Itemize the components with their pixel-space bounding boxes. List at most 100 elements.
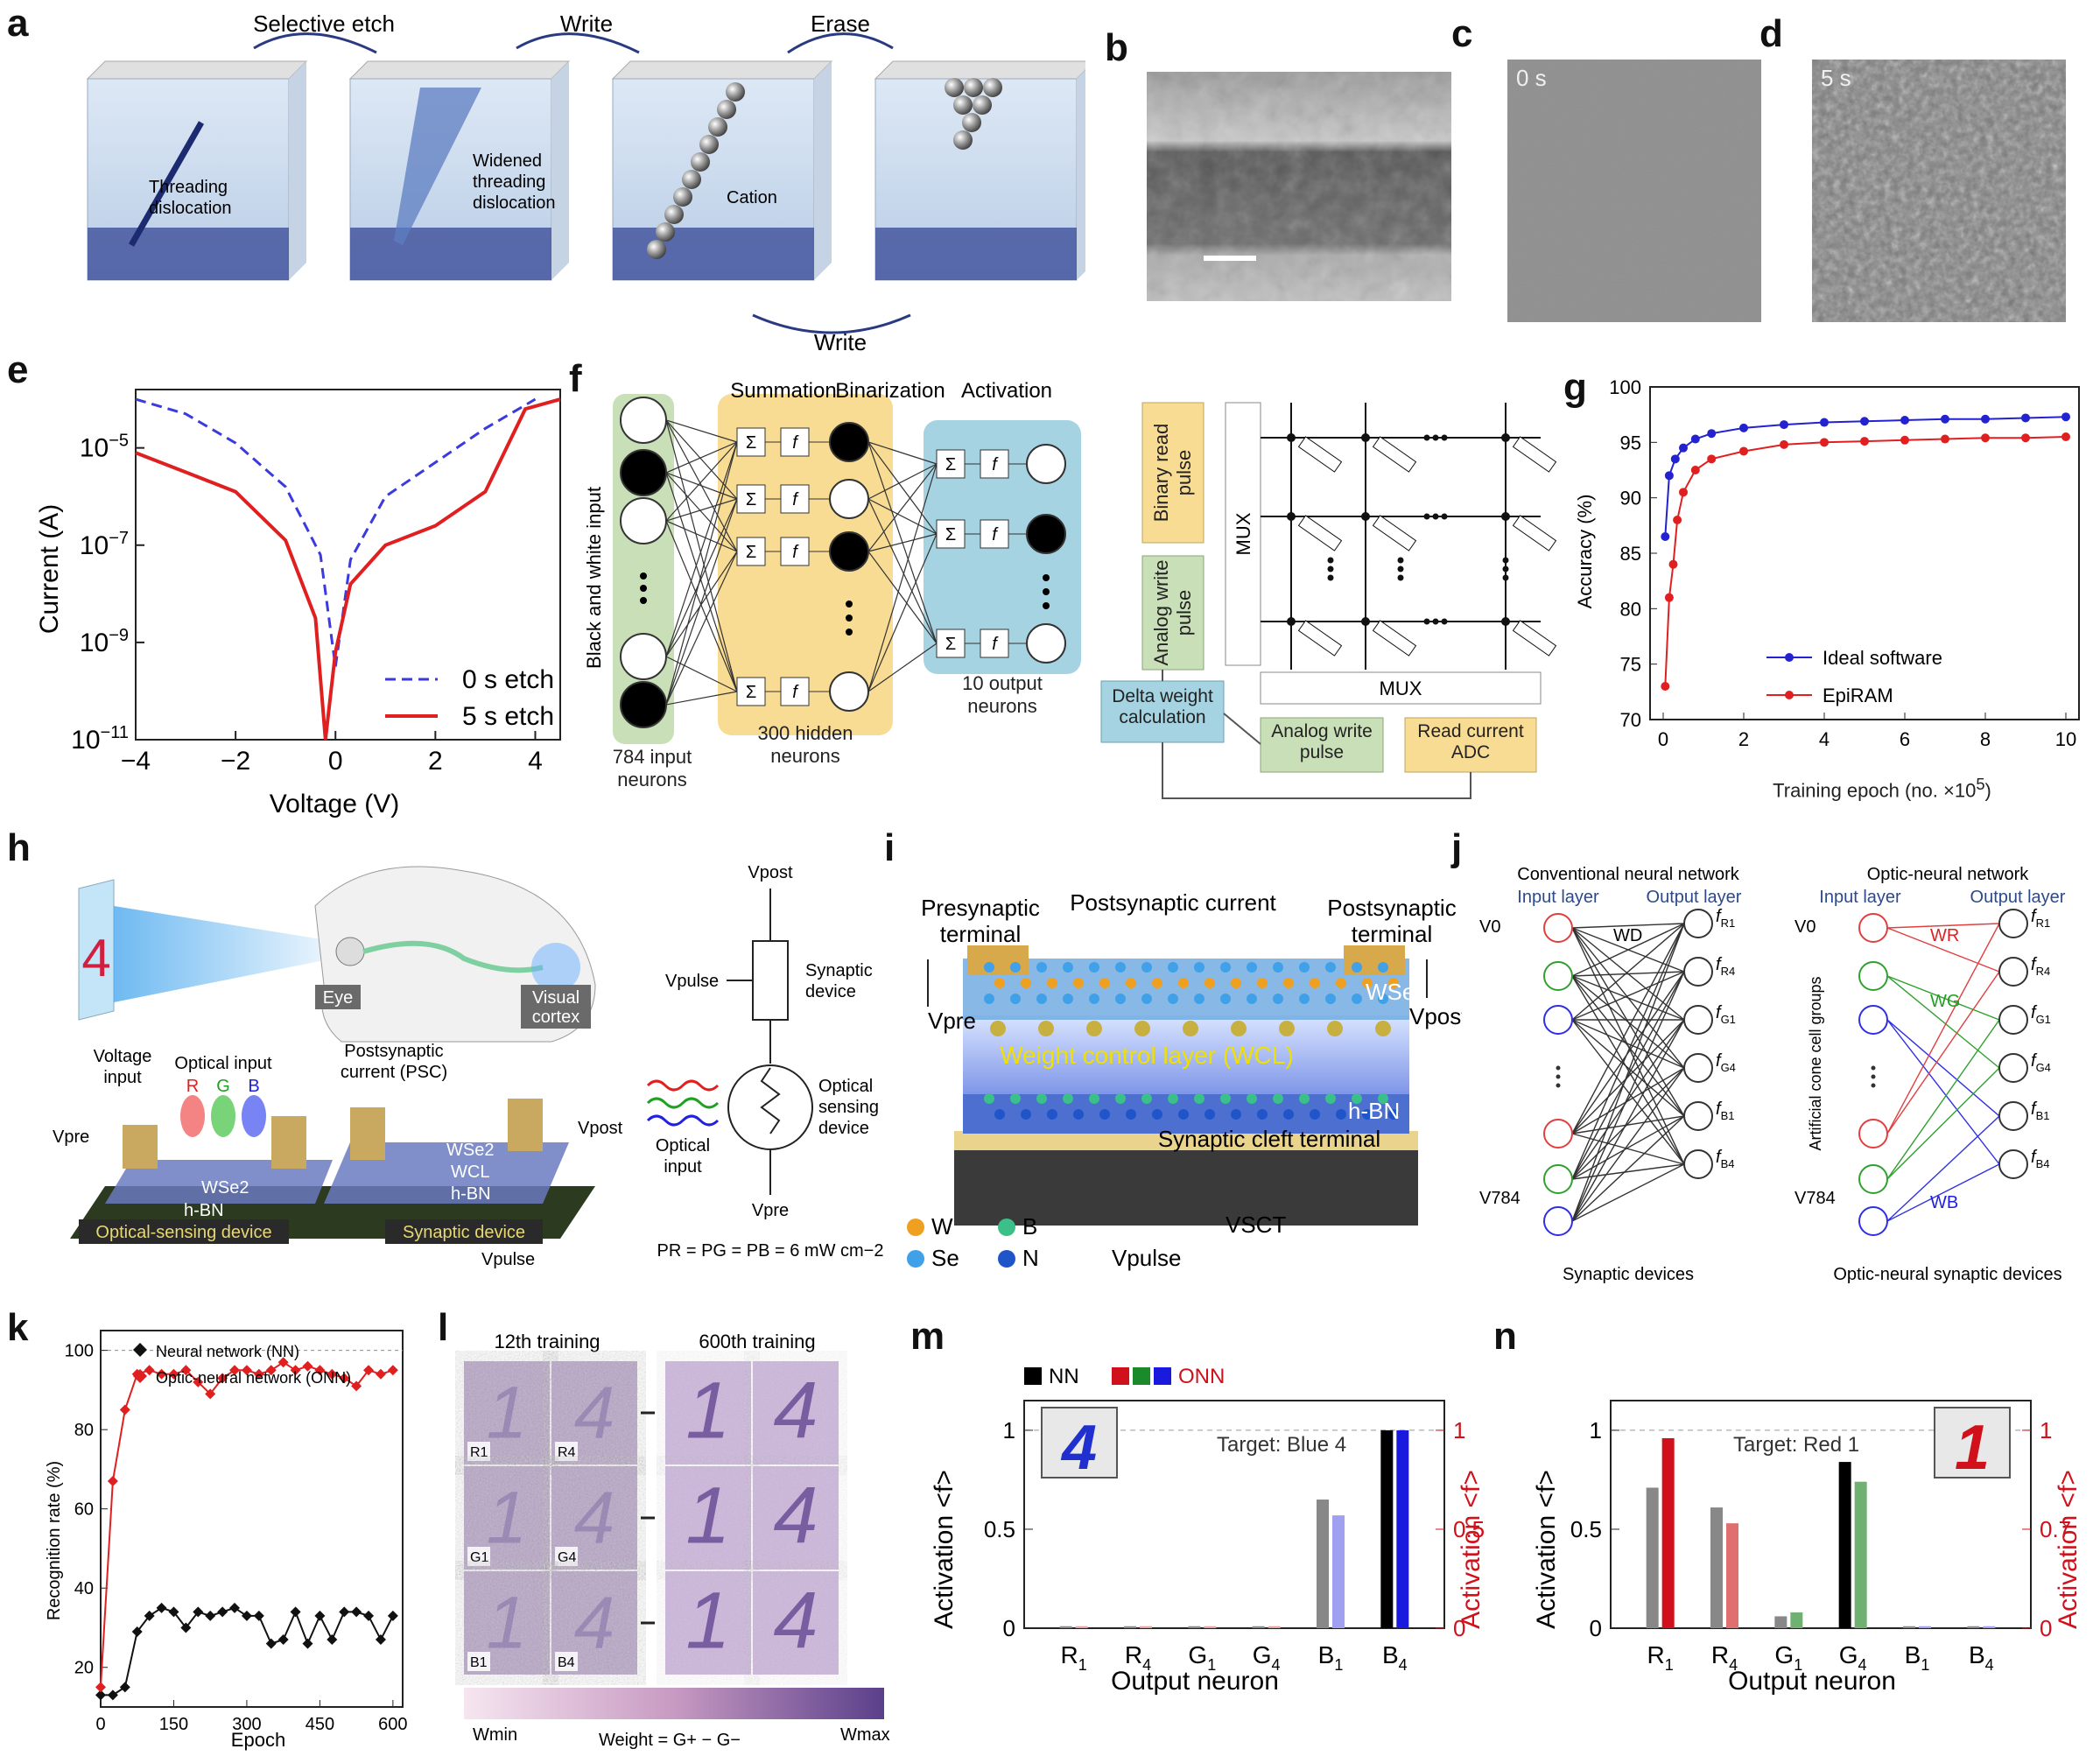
e-x-tick-label: −4: [121, 747, 151, 776]
j-right-title: Optic-neural network: [1867, 865, 2030, 884]
panel-label-l: l: [438, 1306, 449, 1349]
k-y-tick-label: 40: [74, 1579, 94, 1598]
memristor: [1297, 436, 1343, 473]
atom-label-n: N: [1022, 1245, 1039, 1271]
e-x-tick-label: −2: [221, 747, 250, 776]
atom: [1141, 962, 1152, 973]
n-inset-digit: 1: [1955, 1413, 1990, 1483]
j-output-neuron: [1683, 957, 1713, 987]
ellipsis-dot: [846, 629, 853, 636]
weight-digit: 4: [574, 1581, 615, 1663]
j-connection: [1886, 1115, 2000, 1222]
step-selective-etch: Selective etch: [253, 11, 395, 37]
f-connection: [867, 498, 938, 644]
atom: [1063, 1093, 1073, 1104]
cation-sphere: [664, 205, 684, 224]
g-legend-marker-epiram: [1785, 691, 1794, 699]
crossbar-node: [1287, 617, 1296, 626]
memristor: [1297, 515, 1343, 551]
panel-m-bar-chart: 0 0.5 1 0 0.5 1 R1 R4 G1 G4 B1 B4 4 NN ONN Target: B…: [930, 1365, 1485, 1696]
eye-ball: [335, 937, 365, 966]
label-threading: Threading: [149, 178, 228, 197]
atom-label-se: Se: [931, 1245, 959, 1271]
j-right-caption: Optic-neural synaptic devices: [1833, 1265, 2061, 1284]
i-substrate: [954, 1147, 1418, 1226]
j-cone: Artificial cone cell groups: [1807, 976, 1824, 1150]
j-output-neuron: [1683, 1149, 1713, 1179]
g-y-tick-label: 70: [1620, 709, 1641, 731]
k-point: [156, 1602, 167, 1613]
circuit-optical-in-1: Optical: [656, 1136, 710, 1155]
output-neuron: [1026, 514, 1066, 554]
g-point: [1820, 438, 1829, 447]
e-y-tick-label: 10−11: [71, 723, 129, 755]
ellipsis-dot: [640, 585, 647, 592]
k-y-tick-label: 80: [74, 1421, 94, 1440]
m-bar-onn: [1075, 1626, 1088, 1628]
k-point: [265, 1365, 277, 1376]
j-connection: [1571, 971, 1685, 1222]
atom: [1141, 1093, 1152, 1104]
sum-box: [736, 484, 766, 514]
atom: [1010, 962, 1021, 973]
atom: [1336, 1109, 1346, 1120]
label-vpost-i: Vpost: [1409, 1003, 1462, 1029]
k-point: [205, 1388, 216, 1400]
f-connection: [665, 498, 738, 657]
atom: [1099, 978, 1110, 988]
atom: [1325, 962, 1336, 973]
j-connection: [1571, 1019, 1685, 1165]
j-connection: [1886, 975, 2000, 1021]
j-output-neuron: [1998, 1005, 2028, 1035]
label-10-output: 10 output neurons: [962, 672, 1043, 717]
j-left-output-layer: Output layer: [1647, 888, 1742, 907]
k-point: [180, 1365, 192, 1376]
atom: [1325, 994, 1336, 1004]
label-bw-input: Black and white input: [583, 487, 605, 669]
j-left-output-label: fR4: [1716, 955, 1735, 978]
sum-box: [736, 427, 766, 457]
atom: [1388, 978, 1399, 988]
weight-scale-bar: [464, 1688, 884, 1719]
g-y-tick-label: 80: [1620, 598, 1641, 620]
f-connection: [665, 472, 738, 692]
k-point: [363, 1610, 375, 1621]
m-plot-frame: [1023, 1400, 1445, 1629]
g-point: [1981, 414, 1990, 424]
j-output-neuron: [1998, 1149, 2028, 1179]
weight-tile-noise: [753, 1466, 839, 1570]
m-category-label: B1: [1318, 1641, 1344, 1674]
n-bar-nn: [1903, 1626, 1915, 1628]
j-left-v784: V784: [1479, 1189, 1521, 1208]
optical-sensing-stack: [105, 1160, 333, 1204]
e-x-tick-label: 0: [328, 747, 343, 776]
j-left-input-layer: Input layer: [1517, 888, 1599, 907]
cation-sphere: [717, 100, 736, 119]
tile-label-bg: [467, 1442, 490, 1461]
weight-digit: 1: [487, 1371, 528, 1453]
m-category-label: G1: [1188, 1641, 1216, 1674]
atom: [1362, 978, 1373, 988]
weight-digit: 4: [773, 1471, 818, 1560]
j-connection: [1571, 1019, 1685, 1180]
j-input-neuron: [1543, 1119, 1573, 1148]
j-right-output-label: fR4: [2031, 955, 2050, 978]
circuit-synaptic-1: Synaptic: [805, 961, 873, 980]
cation-sphere: [962, 113, 981, 132]
n-bar-onn: [1854, 1481, 1867, 1628]
panel-label-j: j: [1451, 826, 1463, 869]
e-y-tick-label: 10−7: [80, 529, 129, 560]
m-bar-nn: [1059, 1626, 1072, 1628]
j-connection: [1571, 923, 1685, 977]
step-write: Write: [560, 11, 613, 37]
j-left-title: Conventional neural network: [1517, 865, 1739, 884]
k-point: [229, 1602, 241, 1613]
m-legend-onn-b: [1154, 1367, 1171, 1385]
func-symbol: f: [792, 490, 799, 509]
cation-sphere: [983, 78, 1002, 97]
atom: [1205, 1109, 1215, 1120]
atom: [1194, 1093, 1205, 1104]
panel-label-b: b: [1105, 26, 1128, 69]
k-x-tick-label: 600: [378, 1715, 407, 1734]
text-analog-write: Analog write pulse: [1271, 721, 1373, 762]
